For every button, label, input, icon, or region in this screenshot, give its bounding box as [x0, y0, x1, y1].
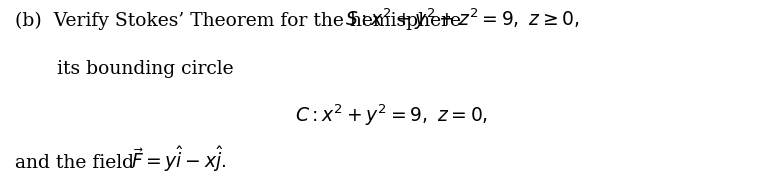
Text: (b)  Verify Stokes’ Theorem for the hemisphere: (b) Verify Stokes’ Theorem for the hemis… [16, 11, 467, 30]
Text: $\vec{F} = y\hat{i} - x\hat{j}.$: $\vec{F} = y\hat{i} - x\hat{j}.$ [131, 144, 227, 174]
Text: $C: x^2+y^2=9,\ z=0,$: $C: x^2+y^2=9,\ z=0,$ [295, 102, 488, 128]
Text: its bounding circle: its bounding circle [57, 60, 234, 78]
Text: $S: x^2+y^2+z^2 = 9,\ z\geq 0,$: $S: x^2+y^2+z^2 = 9,\ z\geq 0,$ [345, 6, 580, 32]
Text: and the field: and the field [16, 154, 140, 172]
